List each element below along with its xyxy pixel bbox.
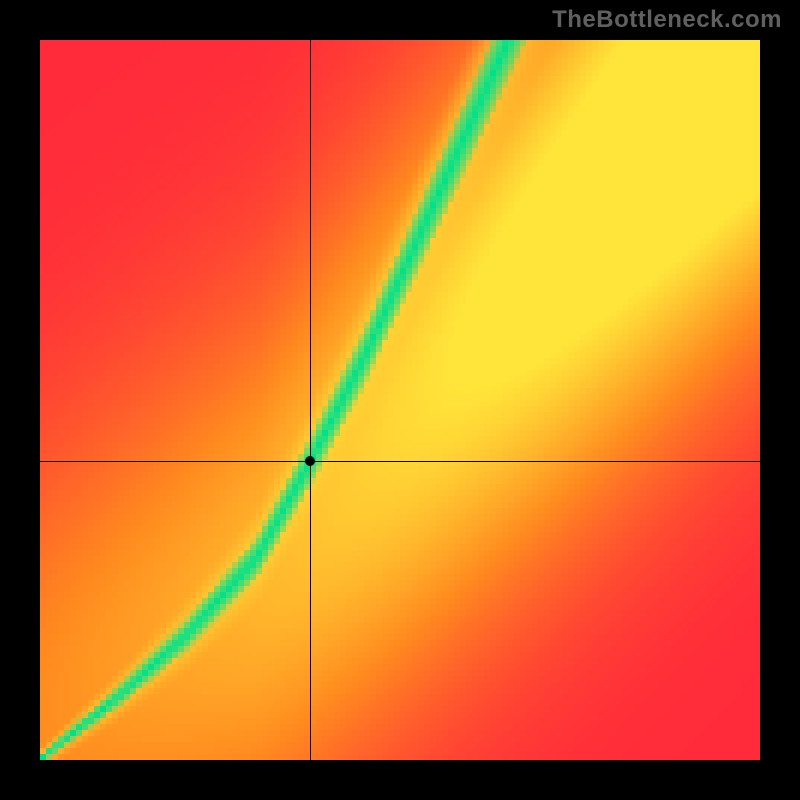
heatmap-canvas xyxy=(40,40,760,760)
heatmap-plot xyxy=(40,40,760,760)
watermark-text: TheBottleneck.com xyxy=(552,6,782,34)
crosshair-vertical xyxy=(310,40,311,760)
crosshair-horizontal xyxy=(40,461,760,462)
crosshair-marker xyxy=(305,456,315,466)
figure-frame: TheBottleneck.com xyxy=(0,0,800,800)
